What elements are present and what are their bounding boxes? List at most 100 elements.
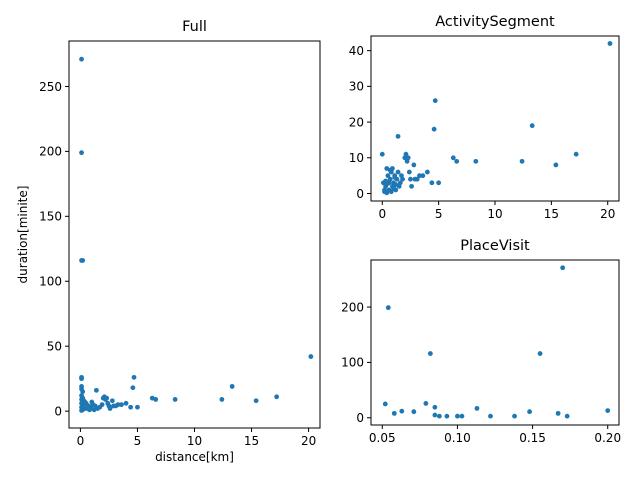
data-point [408,176,413,182]
x-tick-label: 15 [244,434,259,448]
x-tick-label: 5 [134,434,142,448]
data-point [91,407,97,413]
data-point [274,394,280,400]
data-point [488,413,493,419]
data-point [436,413,442,419]
data-point [573,151,579,157]
y-tick-label: 40 [349,44,364,58]
data-point [80,258,86,263]
y-tick-label: 0 [54,404,62,418]
data-point [79,56,84,62]
x-tick-label: 5 [435,207,443,221]
data-point [109,398,115,404]
data-point [385,305,391,311]
data-point [84,406,90,411]
data-point [423,401,429,406]
y-tick-label: 100 [39,275,62,289]
data-point [450,155,456,161]
x-tick-label: 20 [301,434,316,448]
data-point [553,162,559,168]
data-point [390,166,395,171]
data-point [395,133,401,139]
data-point [119,402,124,408]
x-tick-label: 0.05 [369,431,396,445]
data-point [414,176,420,182]
data-point [89,399,95,405]
data-point [444,413,450,419]
y-tick-label: 100 [341,356,364,370]
x-tick-label: 0 [77,434,85,448]
data-point [219,397,225,402]
data-point [391,185,396,191]
data-point [104,395,110,401]
data-point [427,351,433,356]
x-axis-label: distance[km] [155,450,234,464]
data-point [409,183,414,189]
data-point [379,151,385,157]
data-point [388,189,394,195]
data-point [605,408,611,413]
axes-frame [370,259,620,426]
data-point [395,169,401,175]
data-point [431,126,437,132]
y-tick-label: 0 [356,187,364,201]
data-point [424,169,430,175]
data-point [392,175,398,180]
data-point [400,176,405,182]
data-point [99,402,105,408]
data-point [405,155,411,161]
data-point [607,41,613,46]
data-point [403,151,409,157]
data-point [382,401,388,407]
data-point [79,150,84,156]
data-point [555,410,561,416]
data-point [417,173,422,179]
data-point [459,413,465,419]
y-tick-label: 200 [341,300,364,314]
data-point [385,173,391,179]
data-point [399,408,405,414]
data-point [391,410,397,416]
data-point [432,98,438,104]
x-tick-label: 15 [544,207,559,221]
data-point [406,169,412,175]
y-tick-label: 30 [349,80,364,94]
y-tick-label: 10 [349,151,364,165]
y-tick-label: 200 [39,145,62,159]
data-point [560,265,566,271]
data-point [385,181,391,186]
data-point [429,180,435,186]
x-tick-label: 10 [487,207,502,221]
x-tick-label: 20 [600,207,615,221]
data-point [115,402,121,408]
data-point [420,173,426,179]
subplot-3: 0.05 0.10 0.15 0.20 0 100 200 PlaceVisit [341,238,621,445]
y-axis-label: duration[minite] [16,186,30,284]
data-point [473,158,479,164]
x-tick-label: 10 [187,434,202,448]
data-point [436,180,442,186]
data-point [474,405,480,411]
subplot-2: 0 5 10 15 20 0 10 20 30 40 ActivitySegment [349,14,620,221]
data-point [229,384,235,389]
data-point [519,158,525,164]
data-point [79,376,84,382]
data-point [107,406,113,411]
data-point [397,180,403,186]
x-tick-label: 0 [378,207,386,221]
points-group [382,265,611,419]
subplot-1: 0 5 10 15 20050100150200250Fulldistance[km]d… [16,19,321,464]
x-tick-label: 0.10 [444,431,471,445]
y-tick-label: 50 [47,339,62,353]
data-point [308,354,314,359]
data-point [411,409,417,415]
data-point [153,397,159,402]
data-point [253,398,259,404]
data-point [80,389,86,395]
x-tick-label: 0.20 [594,431,621,445]
x-tick-label: 0.15 [519,431,546,445]
data-point [393,182,399,187]
data-point [93,387,99,393]
y-tick-label: 0 [356,411,364,425]
